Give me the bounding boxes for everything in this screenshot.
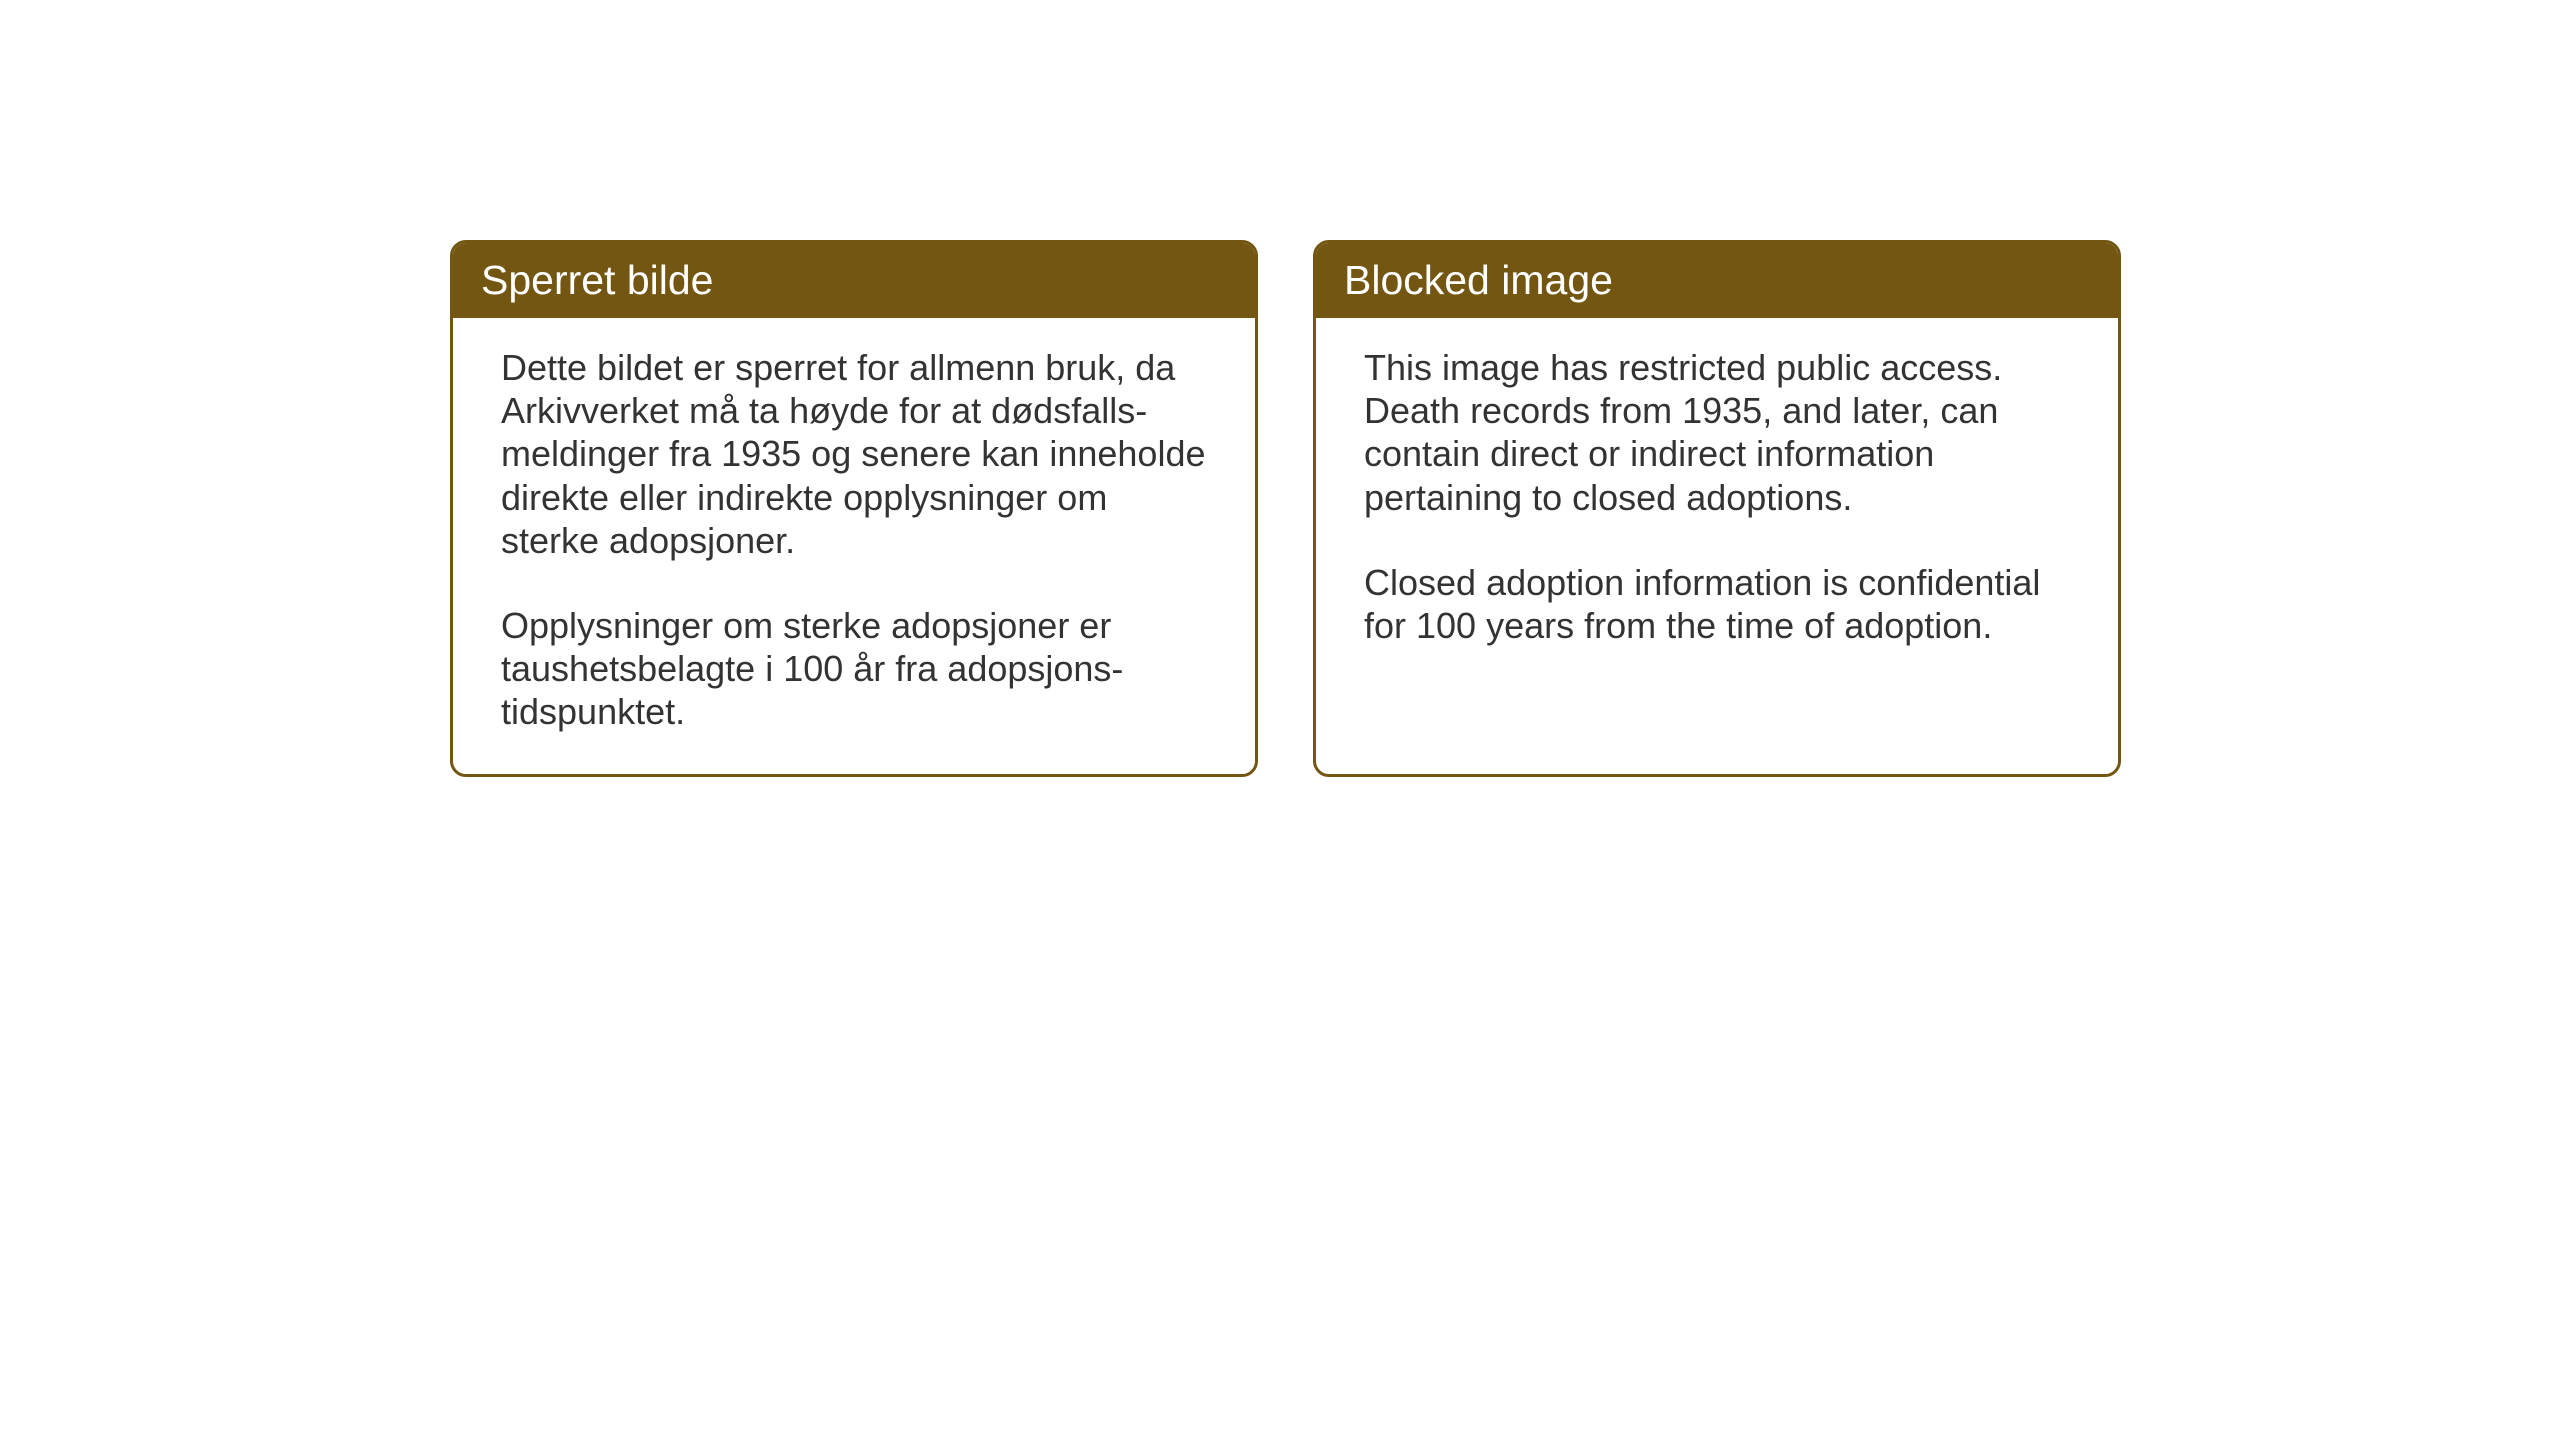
english-card-title: Blocked image xyxy=(1316,243,2118,318)
norwegian-notice-card: Sperret bilde Dette bildet er sperret fo… xyxy=(450,240,1258,777)
norwegian-paragraph-1: Dette bildet er sperret for allmenn bruk… xyxy=(501,346,1207,562)
english-paragraph-2: Closed adoption information is confident… xyxy=(1364,561,2070,647)
norwegian-card-title: Sperret bilde xyxy=(453,243,1255,318)
english-paragraph-1: This image has restricted public access.… xyxy=(1364,346,2070,519)
english-card-body: This image has restricted public access.… xyxy=(1316,318,2118,758)
cards-container: Sperret bilde Dette bildet er sperret fo… xyxy=(0,0,2560,777)
english-notice-card: Blocked image This image has restricted … xyxy=(1313,240,2121,777)
norwegian-card-body: Dette bildet er sperret for allmenn bruk… xyxy=(453,318,1255,774)
norwegian-paragraph-2: Opplysninger om sterke adopsjoner er tau… xyxy=(501,604,1207,734)
